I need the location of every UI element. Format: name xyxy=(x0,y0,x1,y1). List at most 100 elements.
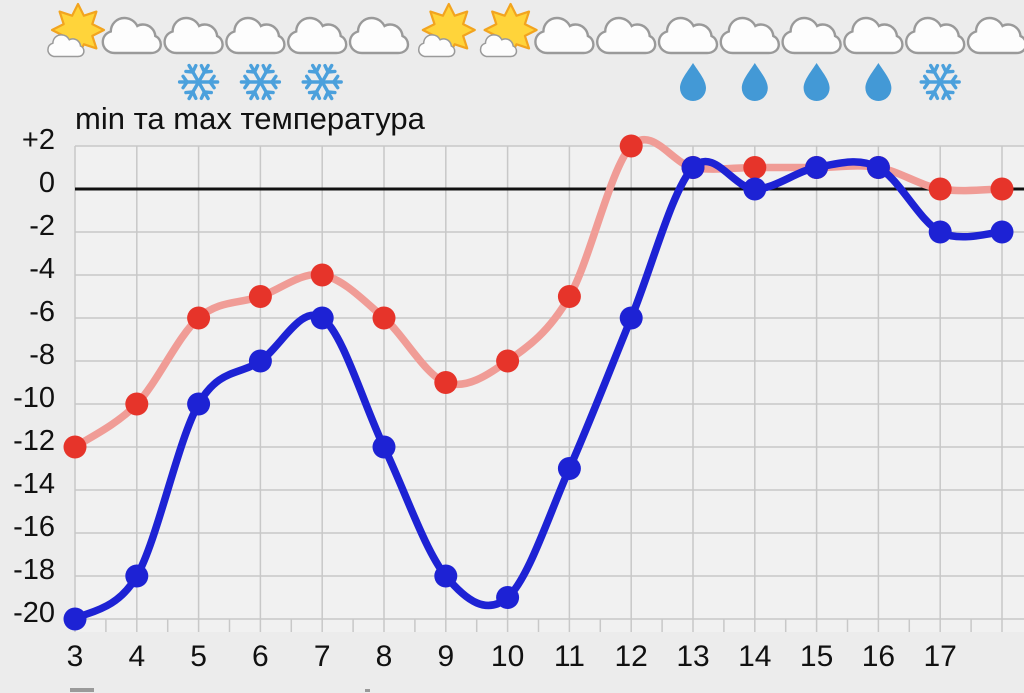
min-point-day-10 xyxy=(496,586,520,609)
weather-icon-day-16-cloudy xyxy=(843,16,904,55)
x-tick-label: 14 xyxy=(738,640,771,673)
max-point-day-9 xyxy=(434,371,458,394)
weather-icon-day-15-cloudy xyxy=(781,16,842,55)
precip-icon-day-5-snow xyxy=(177,63,220,101)
precip-icon-day-13-rain xyxy=(680,63,706,101)
y-tick-label: -4 xyxy=(29,253,55,285)
x-tick-label: 11 xyxy=(554,640,585,673)
x-tick-label: 13 xyxy=(676,640,709,673)
cloud-icon xyxy=(163,16,224,55)
weather-icon-day-3-partly-sunny xyxy=(47,2,106,58)
min-point-day-16 xyxy=(866,156,890,179)
weather-icon-day-14-cloudy xyxy=(719,16,780,55)
raindrop-icon xyxy=(741,63,768,101)
y-axis-labels: +2 0 -2 -4 -6 -8 -10 -12 -14 -16 -18 -20 xyxy=(13,124,55,629)
weather-icon-day-5-cloudy xyxy=(163,16,224,55)
x-axis-labels: 3 4 5 6 7 8 9 10 11 12 13 14 15 16 17 xyxy=(67,640,957,673)
y-tick-label: -6 xyxy=(29,296,55,328)
weather-icon-day-17-cloudy xyxy=(905,16,966,55)
cloud-icon xyxy=(596,16,657,55)
max-point-day-3 xyxy=(63,435,87,459)
plot-area xyxy=(75,146,1024,632)
x-tick-label: 6 xyxy=(252,640,269,673)
max-point-day-6 xyxy=(248,285,272,308)
max-point-day-11 xyxy=(557,285,581,308)
min-point-day-15 xyxy=(805,156,829,179)
y-tick-label: +2 xyxy=(22,124,55,156)
small-cloud-group xyxy=(417,34,456,58)
precip-icon-day-16-rain xyxy=(865,63,892,101)
max-point-day-18 xyxy=(990,177,1014,201)
small-cloud-group xyxy=(479,34,518,58)
weather-icon-row xyxy=(47,2,1024,101)
min-point-day-14 xyxy=(743,177,767,201)
max-point-day-8 xyxy=(372,306,396,330)
min-point-day-9 xyxy=(434,564,458,588)
raindrop-icon xyxy=(803,63,830,101)
cloud-icon xyxy=(287,16,348,55)
cut-off-text-fragment xyxy=(365,689,370,692)
min-point-day-7 xyxy=(310,306,334,330)
max-point-day-14 xyxy=(743,156,767,179)
cloud-icon xyxy=(843,16,904,55)
snowflake-icon xyxy=(301,63,343,101)
cloud-icon xyxy=(225,16,286,55)
cloud-icon xyxy=(348,16,410,55)
small-cloud-group xyxy=(47,34,85,58)
min-point-day-13 xyxy=(681,156,705,179)
cloud-icon xyxy=(657,16,719,55)
x-tick-label: 15 xyxy=(800,640,833,673)
y-tick-label: 0 xyxy=(39,167,55,199)
x-tick-label: 8 xyxy=(376,640,393,673)
min-point-day-11 xyxy=(557,457,581,480)
min-point-day-4 xyxy=(125,564,149,588)
snowflake-icon xyxy=(239,63,282,101)
max-point-day-7 xyxy=(310,263,334,287)
y-tick-label: -8 xyxy=(29,339,55,371)
x-tick-label: 3 xyxy=(67,640,84,673)
max-point-day-17 xyxy=(928,177,952,201)
weather-icon-day-8-cloudy xyxy=(348,16,410,55)
raindrop-icon xyxy=(680,63,706,101)
y-tick-label: -10 xyxy=(13,382,55,414)
cloud-icon xyxy=(534,16,595,55)
x-tick-label: 4 xyxy=(128,640,145,673)
weather-icon-day-10-partly-sunny xyxy=(479,2,538,58)
x-tick-label: 10 xyxy=(491,640,524,673)
y-tick-label: -12 xyxy=(13,425,55,457)
x-tick-label: 9 xyxy=(437,640,454,673)
precip-icon-day-15-rain xyxy=(803,63,830,101)
max-point-day-5 xyxy=(187,306,211,330)
x-tick-label: 7 xyxy=(314,640,331,673)
x-tick-label: 5 xyxy=(190,640,207,673)
weather-icon-day-4-cloudy xyxy=(101,16,163,55)
min-point-day-18 xyxy=(990,220,1014,244)
cloud-icon xyxy=(719,16,780,55)
chart-title: min та max температура xyxy=(75,101,425,136)
snowflake-icon xyxy=(177,63,220,101)
y-tick-label: -14 xyxy=(13,468,55,500)
precip-icon-day-14-rain xyxy=(741,63,768,101)
cloud-icon xyxy=(47,34,85,58)
min-point-day-6 xyxy=(248,349,272,373)
max-point-day-4 xyxy=(125,392,149,416)
weather-icon-day-6-cloudy xyxy=(225,16,286,55)
precip-icon-day-6-snow xyxy=(239,63,282,101)
max-point-day-12 xyxy=(619,134,643,158)
cloud-icon xyxy=(101,16,163,55)
weather-icon-day-13-cloudy xyxy=(657,16,719,55)
min-point-day-5 xyxy=(187,392,211,416)
y-tick-label: -16 xyxy=(13,511,55,543)
cut-off-text-fragment xyxy=(70,688,94,692)
raindrop-icon xyxy=(865,63,892,101)
precip-icon-day-17-snow xyxy=(919,63,961,101)
weather-icon-day-11-cloudy xyxy=(534,16,595,55)
y-tick-label: -18 xyxy=(13,554,55,586)
weather-icon-day-12-cloudy xyxy=(596,16,657,55)
min-point-day-17 xyxy=(928,220,952,244)
snowflake-icon xyxy=(919,63,961,101)
min-point-day-12 xyxy=(619,306,643,330)
y-tick-label: -2 xyxy=(29,210,55,242)
max-point-day-10 xyxy=(496,349,520,373)
